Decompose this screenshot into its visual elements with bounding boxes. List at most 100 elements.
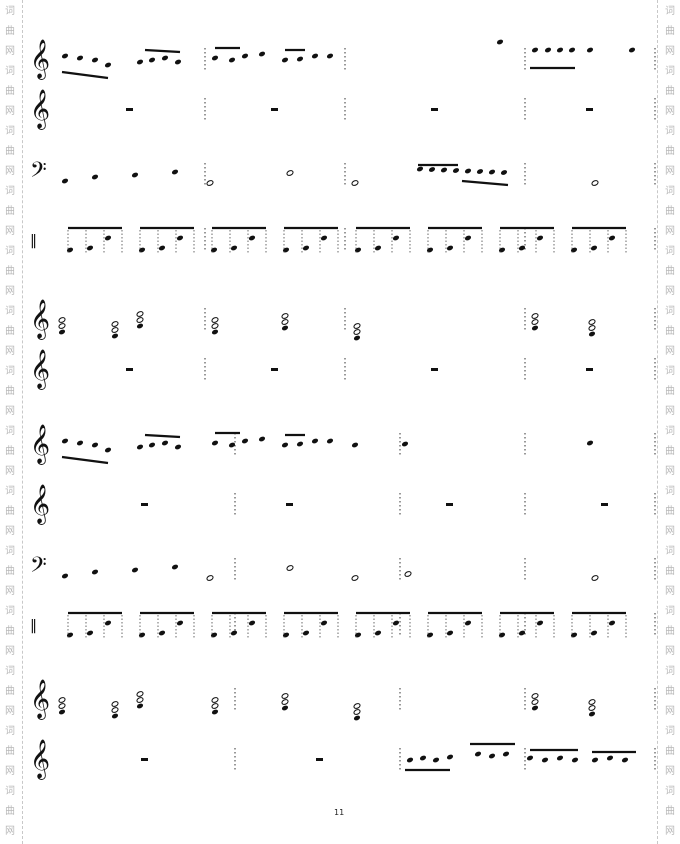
watermark-char: 词 [665, 606, 675, 617]
watermark-char: 网 [5, 586, 15, 597]
watermark-char: 词 [5, 486, 15, 497]
notehead [591, 575, 599, 581]
treble-clef-icon: 𝄞 [30, 739, 50, 780]
notehead [496, 39, 504, 45]
watermark-char: 词 [665, 666, 675, 677]
watermark-char: 词 [5, 6, 15, 17]
notehead [351, 180, 359, 186]
watermark-char: 词 [5, 726, 15, 737]
notehead [353, 703, 361, 709]
notehead [302, 245, 310, 251]
watermark-char: 曲 [665, 446, 675, 457]
notehead [571, 757, 579, 763]
beam [144, 48, 181, 54]
notehead [320, 620, 328, 626]
notehead [404, 571, 412, 577]
whole-rest [601, 503, 608, 506]
watermark-char: 词 [665, 486, 675, 497]
watermark-char: 曲 [665, 386, 675, 397]
notehead [432, 757, 440, 763]
notehead [104, 620, 112, 626]
notehead [211, 703, 219, 709]
notehead [452, 168, 460, 173]
notehead [354, 247, 362, 253]
whole-rest [446, 503, 453, 506]
notehead [568, 47, 576, 53]
watermark-char: 曲 [5, 266, 15, 277]
watermark-char: 词 [665, 6, 675, 17]
notehead [488, 753, 496, 759]
notehead [591, 757, 599, 763]
notehead [531, 699, 539, 705]
notehead [58, 323, 66, 329]
notehead [281, 705, 289, 711]
watermark-char: 词 [665, 366, 675, 377]
notehead [518, 245, 526, 251]
percussion-clef-icon: ‖ [30, 233, 37, 249]
notehead [258, 51, 266, 57]
notehead [500, 170, 508, 175]
watermark-char: 网 [665, 826, 675, 837]
whole-rest [141, 758, 148, 761]
watermark-char: 曲 [5, 746, 15, 757]
notehead [326, 53, 334, 59]
notehead [464, 620, 472, 626]
notehead [206, 575, 214, 581]
notehead [206, 180, 214, 186]
watermark-char: 词 [665, 186, 675, 197]
notehead [76, 440, 84, 446]
watermark-char: 网 [5, 826, 15, 837]
notehead [282, 247, 290, 253]
notehead [281, 57, 289, 63]
notehead [531, 319, 539, 325]
notehead [86, 245, 94, 251]
notehead [86, 630, 94, 636]
watermark-char: 词 [665, 126, 675, 137]
notehead [211, 329, 219, 335]
notehead [228, 57, 236, 63]
watermark-char: 网 [665, 706, 675, 717]
watermark-char: 网 [5, 226, 15, 237]
watermark-char: 网 [665, 226, 675, 237]
watermark-char: 词 [5, 366, 15, 377]
notehead [210, 632, 218, 638]
notehead [241, 438, 249, 444]
watermark-char: 网 [5, 406, 15, 417]
notehead [58, 317, 66, 323]
notehead [131, 567, 139, 573]
watermark-char: 曲 [5, 806, 15, 817]
watermark-char: 词 [5, 786, 15, 797]
watermark-char: 词 [665, 66, 675, 77]
notehead [476, 169, 484, 174]
notehead [419, 755, 427, 761]
notehead [392, 235, 400, 241]
notehead [281, 442, 289, 448]
notehead [586, 47, 594, 53]
notehead [230, 630, 238, 636]
notehead [311, 438, 319, 444]
watermark-char: 词 [5, 126, 15, 137]
notehead [536, 620, 544, 626]
notehead [416, 166, 424, 172]
notehead [464, 235, 472, 241]
notehead [136, 311, 144, 317]
notehead [228, 442, 236, 448]
notehead [588, 331, 596, 337]
notehead [61, 53, 69, 59]
notehead [353, 335, 361, 341]
treble-clef-icon: 𝄞 [30, 299, 50, 340]
notehead [248, 620, 256, 626]
notehead [158, 245, 166, 251]
watermark-char: 网 [5, 106, 15, 117]
notehead [570, 247, 578, 253]
notehead [66, 247, 74, 253]
notehead [91, 174, 99, 180]
watermark-char: 词 [5, 246, 15, 257]
notehead [586, 440, 594, 446]
notehead [392, 620, 400, 626]
notehead [91, 569, 99, 575]
notehead [211, 55, 219, 61]
notehead [351, 442, 359, 448]
notehead [171, 564, 179, 570]
